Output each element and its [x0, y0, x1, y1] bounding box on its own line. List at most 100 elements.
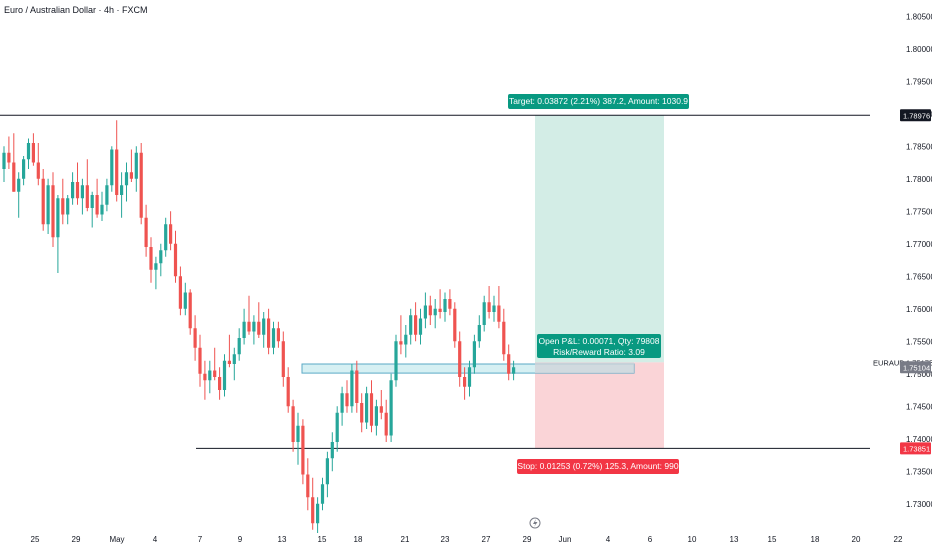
candle-body [281, 341, 285, 377]
candle [193, 315, 197, 361]
candle [345, 380, 349, 413]
candle [242, 308, 246, 345]
candle [105, 178, 109, 212]
chart-title: Euro / Australian Dollar · 4h · FXCM [4, 5, 148, 15]
close-price-tag-bg [900, 361, 931, 374]
candle [311, 477, 315, 530]
candle [110, 146, 114, 192]
candle [320, 477, 325, 511]
candle [154, 256, 158, 290]
candle-body [115, 149, 119, 195]
candle-body [154, 263, 158, 270]
candle-body [232, 354, 236, 364]
candle [340, 386, 344, 426]
candle-body [423, 305, 427, 319]
pnl-label-bg [537, 334, 661, 358]
candle [36, 143, 40, 186]
candle-body [198, 347, 202, 374]
support-price-tag-bg [900, 442, 931, 455]
candle [208, 360, 212, 394]
stop-label-text: Stop: 0.01253 (0.72%) 125.3, Amount: 990 [517, 461, 678, 471]
candle-body [134, 152, 138, 179]
support-price-tag: 1.73851 [900, 442, 931, 455]
stop-zone [535, 362, 664, 449]
candle-body [399, 341, 403, 345]
candle [438, 289, 442, 319]
candle [46, 178, 50, 234]
candle [267, 308, 271, 355]
candle-body [66, 198, 70, 215]
price-levels [0, 114, 870, 449]
pnl-label: Open P&L: 0.00071, Qty: 79808Risk/Reward… [537, 334, 661, 358]
candle [129, 149, 133, 182]
candle [12, 133, 16, 192]
candle-body [105, 185, 109, 205]
candle [512, 360, 516, 381]
candle-body [178, 276, 182, 309]
y-tick-label: 1.80500 [906, 12, 932, 21]
candle [497, 286, 501, 329]
candle-body [247, 321, 251, 332]
candle-body [46, 185, 50, 225]
x-tick-label: 13 [278, 535, 287, 544]
candle [306, 458, 310, 511]
candle [472, 334, 476, 374]
candle [139, 143, 143, 225]
candle-body [463, 377, 467, 387]
candle [120, 172, 124, 218]
candle-body [144, 217, 148, 247]
candle [17, 172, 21, 218]
y-tick-label: 1.74500 [906, 402, 932, 411]
candle-body [188, 292, 192, 329]
pnl-label-text: Open P&L: 0.00071, Qty: 79808 [539, 336, 660, 346]
candle-body [448, 299, 452, 309]
candle [7, 136, 11, 169]
candle [467, 360, 472, 397]
candle-body [306, 474, 310, 498]
candle-body [237, 338, 241, 355]
candle [389, 373, 393, 442]
candle-body [71, 182, 75, 199]
x-tick-label: 21 [401, 535, 410, 544]
candle-body [173, 243, 178, 277]
candle [71, 172, 75, 205]
candle-body [169, 224, 173, 244]
candle [448, 289, 452, 316]
candle [433, 299, 437, 329]
candle [252, 315, 256, 345]
symbol-label: EURAUD [873, 358, 905, 367]
y-tick-label: 1.80000 [906, 45, 932, 54]
y-tick-label: 1.73500 [906, 467, 932, 476]
candle [365, 386, 369, 429]
candle-body [257, 321, 261, 335]
candle-body [203, 373, 207, 381]
candle [222, 354, 227, 397]
candle [350, 364, 354, 413]
candle-body [502, 321, 506, 355]
candle-body [90, 195, 94, 208]
candle [262, 312, 266, 348]
candle [75, 162, 80, 205]
candle-body [512, 367, 516, 374]
candle-body [414, 315, 418, 335]
candle-body [458, 341, 462, 377]
y-tick-label: 1.73000 [906, 500, 932, 509]
candle [369, 380, 374, 433]
candle-body [301, 425, 305, 475]
x-tick-label: Jun [559, 535, 572, 544]
axes: 1.805001.800001.795001.790001.785001.780… [31, 12, 932, 544]
x-tick-label: 9 [238, 535, 243, 544]
y-tick-label: 1.75000 [906, 370, 932, 379]
candle-body [384, 412, 388, 436]
candle [31, 133, 35, 166]
candle-body [139, 152, 143, 218]
x-tick-label: 4 [606, 535, 611, 544]
candle-body [296, 425, 300, 442]
x-tick-label: 22 [894, 535, 903, 544]
candle [237, 328, 241, 361]
candle-body [330, 442, 334, 459]
candle-body [80, 185, 84, 199]
candle-body [208, 370, 212, 381]
